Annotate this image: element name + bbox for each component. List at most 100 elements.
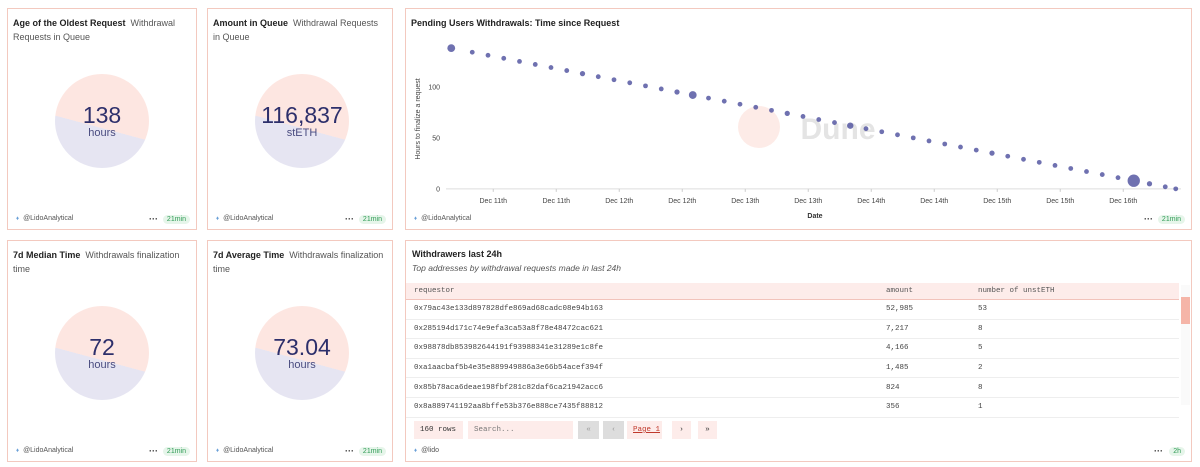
counter-value: 138 <box>82 102 122 128</box>
table-subtitle: Top addresses by withdrawal requests mad… <box>412 263 621 273</box>
point <box>784 110 790 117</box>
counter-unit: stETH <box>286 127 318 139</box>
column-header: number of unstETH <box>978 287 1055 295</box>
counter-card: 7d Average Time Withdrawals finalization … <box>207 240 393 462</box>
point <box>863 126 869 132</box>
row-count: 160 rows <box>414 421 463 439</box>
menu[interactable]: ··· <box>149 446 158 456</box>
menu[interactable]: ··· <box>345 446 354 456</box>
counter-title-text: Age of the Oldest Request <box>13 18 126 28</box>
point <box>674 89 680 95</box>
x-tick-label: Dec 16th <box>1109 198 1137 205</box>
point <box>816 117 822 122</box>
table-card: Withdrawers last 24h Top addresses by wi… <box>405 240 1192 462</box>
point <box>1099 172 1105 177</box>
point <box>706 95 711 101</box>
point <box>1036 159 1042 165</box>
menu[interactable]: ··· <box>149 214 158 224</box>
table-cell: 0x85b78aca6deae198fbf281c82daf6ca21942ac… <box>414 383 604 392</box>
menu[interactable]: ··· <box>345 214 354 224</box>
prev-page-button[interactable]: ‹ <box>603 421 624 439</box>
table-row: 0x85b78aca6deae198fbf281c82daf6ca21942ac… <box>406 378 1179 398</box>
author: @LidoAnalytical <box>414 215 471 222</box>
table-cell: 52,985 <box>886 305 914 314</box>
chart-title: Pending Users Withdrawals: Time since Re… <box>411 16 1185 30</box>
table-cell: 1 <box>978 403 983 412</box>
point <box>847 122 854 129</box>
table-title: Withdrawers last 24h <box>412 249 502 259</box>
x-axis-label: Date <box>807 213 822 220</box>
point <box>1021 156 1026 162</box>
point <box>469 49 475 55</box>
point <box>958 144 963 150</box>
menu[interactable]: ··· <box>1154 446 1163 456</box>
counter-circle: 138 hours <box>55 74 149 168</box>
point <box>1127 174 1140 187</box>
point <box>579 71 586 77</box>
point <box>753 104 759 110</box>
first-page-button[interactable]: « <box>578 421 599 439</box>
table-cell: 0x98878db853982644191f93988341e31289e1c8… <box>414 344 604 353</box>
table-row: 0xa1aacbaf5b4e35e889949886a3e66b54acef39… <box>406 359 1179 379</box>
age: 21min <box>162 447 190 456</box>
table-row: 0x285194d171c74e9efa3ca53a8f78e48472cac6… <box>406 320 1179 340</box>
table-cell: 0x79ac43e133d897828dfe869ad68cadc08e94b1… <box>414 305 604 314</box>
page-link[interactable]: Page 1 <box>627 421 662 439</box>
scrollbar <box>1181 285 1190 405</box>
last-page-button[interactable]: » <box>698 421 717 439</box>
point <box>485 52 491 58</box>
point <box>973 147 979 153</box>
x-tick-label: Dec 12th <box>605 198 633 205</box>
y-tick-label: 0 <box>436 186 440 193</box>
next-page-button[interactable]: › <box>672 421 691 439</box>
point <box>688 91 697 99</box>
counter-circle: 116,837 stETH <box>255 74 349 168</box>
watermark: Dune <box>801 113 876 146</box>
point <box>1052 163 1058 168</box>
x-tick-label: Dec 15th <box>1046 198 1074 205</box>
table-cell: 0xa1aacbaf5b4e35e889949886a3e66b54acef39… <box>414 364 604 373</box>
age: 21min <box>358 447 386 456</box>
table-cell: 53 <box>978 305 988 314</box>
column-header: amount <box>886 287 914 295</box>
counter-value: 72 <box>89 334 115 360</box>
point <box>1146 181 1153 187</box>
table-row: 0x79ac43e133d897828dfe869ad68cadc08e94b1… <box>406 300 1179 320</box>
table-cell: 4,166 <box>886 344 909 353</box>
table-row: 0x98878db853982644191f93988341e31289e1c8… <box>406 339 1179 359</box>
search-input[interactable]: Search... <box>468 421 573 439</box>
counter-title-text: 7d Median Time <box>13 250 81 260</box>
counter-subtitle: Withdrawals finalization time <box>13 250 180 274</box>
x-tick-label: Dec 15th <box>983 198 1011 205</box>
counter-title-text: Amount in Queue <box>213 18 288 28</box>
x-tick-label: Dec 13th <box>794 198 822 205</box>
counter-subtitle: Withdrawals finalization time <box>213 250 384 274</box>
point <box>926 138 932 144</box>
point <box>447 44 456 53</box>
author: @LidoAnalytical <box>216 215 273 222</box>
counter-title-text: 7d Average Time <box>213 250 285 260</box>
age: 2h <box>1169 447 1185 456</box>
table-cell: 0x285194d171c74e9efa3ca53a8f78e48472cac6… <box>414 324 604 333</box>
menu[interactable]: ··· <box>1144 214 1153 224</box>
point <box>501 55 507 61</box>
scroll-thumb[interactable] <box>1181 297 1190 324</box>
chart-card: Pending Users Withdrawals: Time since Re… <box>405 8 1192 230</box>
age: 21min <box>358 215 386 224</box>
counter-unit: hours <box>288 359 316 371</box>
point <box>989 150 995 156</box>
point <box>643 83 648 89</box>
point <box>517 58 522 64</box>
counter-card: Amount in Queue Withdrawal Requests in Qu… <box>207 8 393 230</box>
x-tick-label: Dec 13th <box>731 198 759 205</box>
x-tick-label: Dec 12th <box>668 198 696 205</box>
point <box>737 101 743 107</box>
point <box>1084 169 1089 174</box>
table-cell: 0x8a889741192aa8bffe53b376e888ce7435f888… <box>414 403 604 412</box>
table-cell: 8 <box>978 324 983 333</box>
counter-unit: hours <box>88 127 116 139</box>
y-tick-label: 50 <box>432 135 440 142</box>
point <box>1162 184 1168 190</box>
point <box>721 98 727 104</box>
